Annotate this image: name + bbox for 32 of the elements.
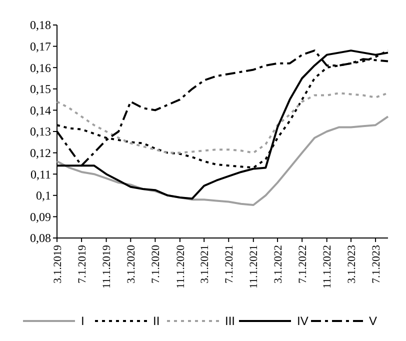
y-tick-label: 0,14 bbox=[30, 103, 51, 118]
y-tick-label: 0,08 bbox=[30, 231, 51, 246]
y-tick-label: 0,11 bbox=[30, 167, 51, 182]
line-series bbox=[56, 116, 389, 206]
y-tick-label: 0,1 bbox=[36, 188, 51, 203]
y-tick-label: 0,18 bbox=[30, 18, 51, 32]
line-series bbox=[56, 92, 389, 154]
x-tick-label: 7.1.2021 bbox=[223, 245, 236, 284]
x-tick-label: 7.1.2019 bbox=[76, 244, 88, 284]
legend-label: V bbox=[369, 314, 378, 328]
y-tick-label: 0,17 bbox=[30, 40, 51, 54]
x-tick-label: 7.1.2023 bbox=[370, 244, 382, 284]
x-tick-label: 7.1.2020 bbox=[150, 244, 162, 284]
y-tick-label: 0,12 bbox=[30, 146, 51, 160]
legend-label: II bbox=[153, 314, 160, 328]
y-tick-label: 0,15 bbox=[30, 82, 51, 96]
x-tick-label: 3.1.2022 bbox=[272, 245, 284, 284]
x-tick-label: 3.1.2019 bbox=[52, 244, 64, 284]
x-tick-label: 11.1.2019 bbox=[101, 244, 114, 289]
legend-label: IV bbox=[297, 314, 308, 328]
x-tick-label: 3.1.2023 bbox=[346, 244, 358, 284]
legend-label: III bbox=[225, 314, 236, 328]
x-tick-label: 7.1.2022 bbox=[296, 245, 309, 284]
x-tick-label: 3.1.2020 bbox=[125, 244, 138, 284]
x-tick-label: 11.1.2020 bbox=[174, 244, 187, 289]
y-tick-label: 0,09 bbox=[30, 210, 51, 224]
x-tick-label: 11.1.2021 bbox=[248, 245, 260, 289]
x-tick-label: 3.1.2021 bbox=[198, 245, 211, 284]
y-tick-label: 0,16 bbox=[30, 60, 51, 75]
x-tick-label: 11.1.2022 bbox=[322, 245, 334, 289]
y-tick-label: 0,13 bbox=[30, 124, 51, 139]
legend-label: I bbox=[81, 314, 84, 328]
